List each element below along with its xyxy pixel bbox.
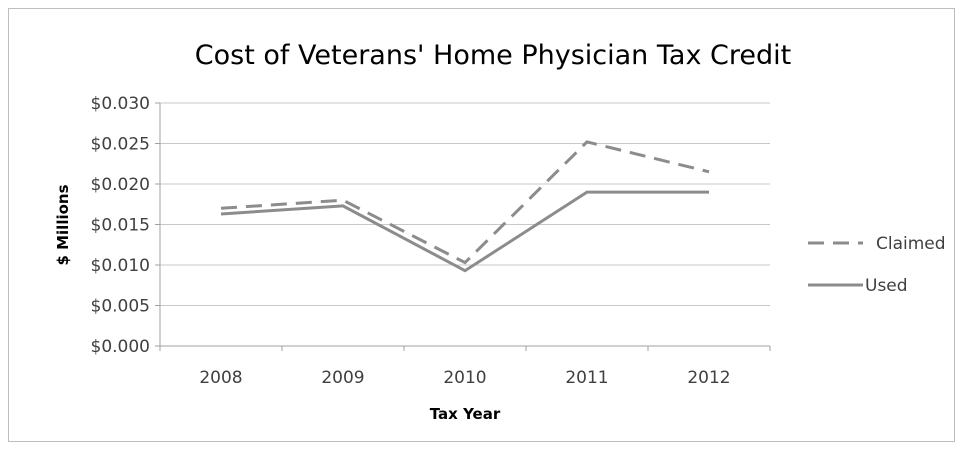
y-axis-title: $ Millions [54, 184, 72, 265]
y-tick-label: $0.025 [91, 135, 150, 155]
y-tick-label: $0.010 [91, 256, 150, 276]
x-axis-title: Tax Year [430, 405, 501, 423]
axes [155, 102, 771, 351]
series-line-used [220, 190, 709, 273]
legend-label-used: Used [865, 276, 908, 296]
y-tick-label: $0.020 [91, 175, 150, 195]
gridlines [160, 102, 770, 306]
chart-title: Cost of Veterans' Home Physician Tax Cre… [195, 40, 791, 71]
series-line-claimed [220, 140, 710, 265]
legend-label-claimed: Claimed [876, 234, 946, 254]
x-tick-label: 2010 [443, 368, 486, 388]
x-tick-label: 2012 [687, 368, 730, 388]
series-lines [220, 140, 710, 273]
y-tick-label: $0.030 [91, 94, 150, 114]
x-tick-labels: 2008 2009 2010 2011 2012 [199, 368, 730, 388]
y-tick-labels: $0.000 $0.005 $0.010 $0.015 $0.020 $0.025 $0.0… [91, 94, 150, 357]
x-tick-label: 2009 [321, 368, 364, 388]
y-tick-label: $0.000 [91, 337, 150, 357]
x-tick-label: 2008 [199, 368, 242, 388]
y-tick-label: $0.005 [91, 297, 150, 317]
legend: Claimed Used [808, 234, 946, 296]
y-tick-label: $0.015 [91, 216, 150, 236]
x-tick-label: 2011 [565, 368, 608, 388]
